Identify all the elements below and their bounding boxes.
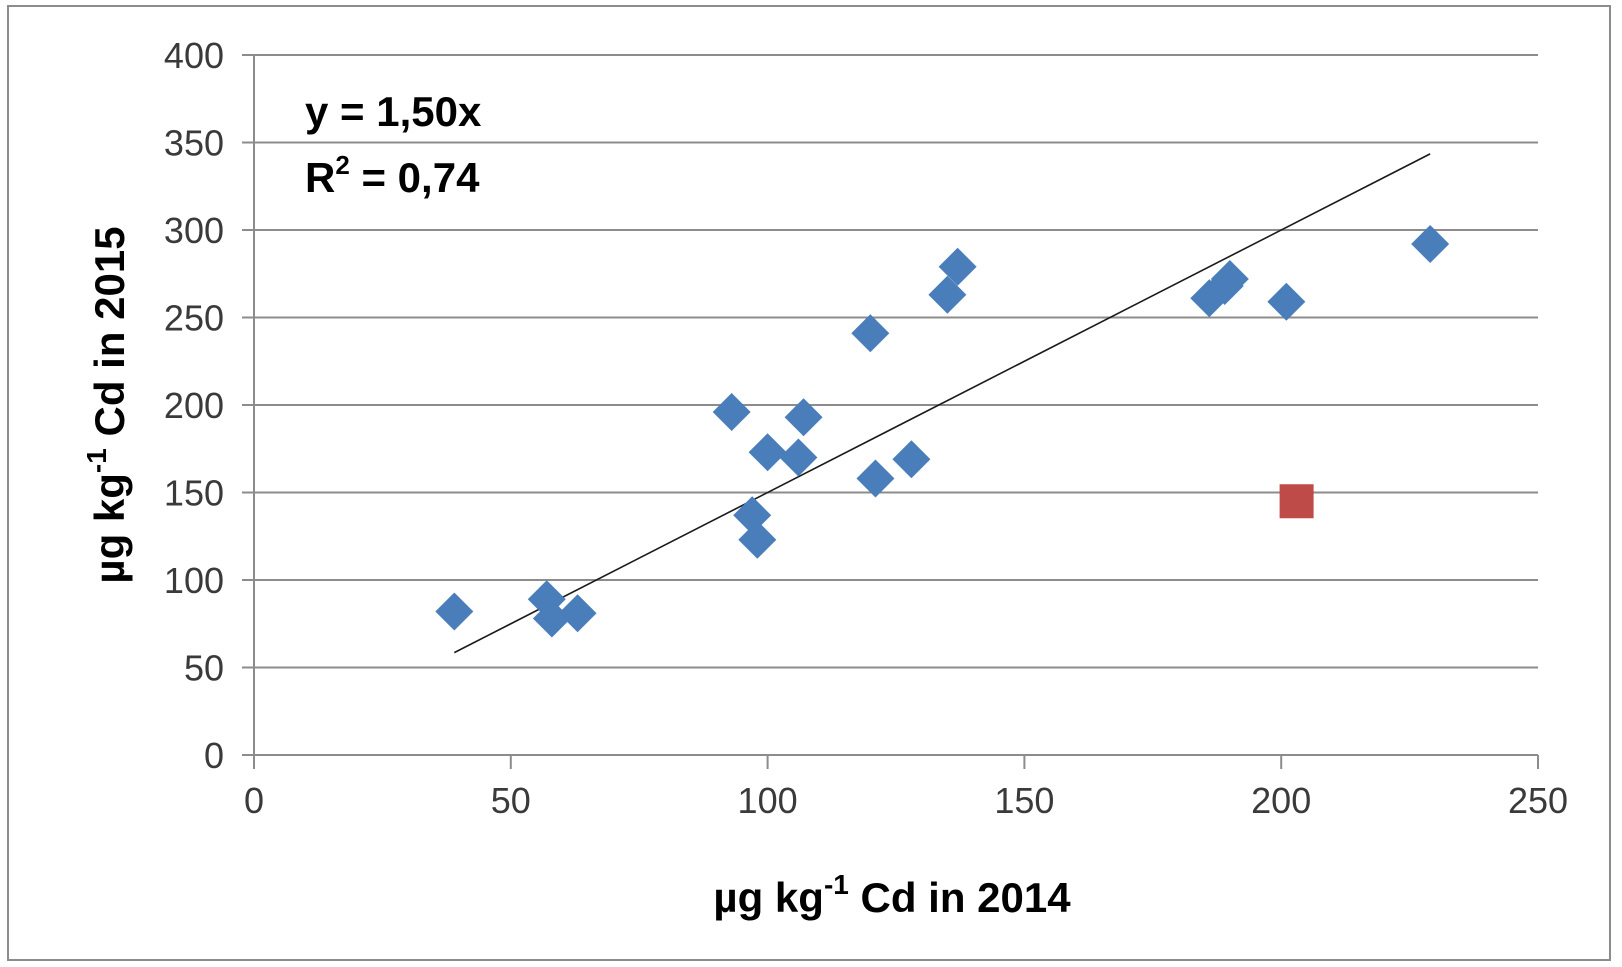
- data-point-diamond: [928, 275, 967, 314]
- y-tick-label-8: 400: [164, 35, 224, 76]
- data-point-diamond: [558, 594, 597, 633]
- trendline: [453, 153, 1431, 654]
- data-point-diamond: [738, 520, 777, 559]
- y-tick-label-2: 100: [164, 560, 224, 601]
- data-point-diamond: [1210, 260, 1249, 298]
- x-tick-label-1: 50: [491, 780, 531, 821]
- x-tick-label-4: 200: [1251, 780, 1311, 821]
- y-tick-label-7: 350: [164, 123, 224, 164]
- data-point-diamond: [851, 314, 890, 353]
- x-axis-title: µg kg-1 Cd in 2014: [713, 869, 1071, 921]
- x-tick-label-0: 0: [244, 780, 264, 821]
- x-tick-labels: 0 50 100 150 200 250: [244, 780, 1568, 821]
- data-point-diamond: [779, 438, 818, 477]
- y-tick-label-4: 200: [164, 385, 224, 426]
- r-squared-label: R2 = 0,74: [305, 150, 480, 201]
- gridlines: [254, 54, 1538, 669]
- data-point-diamond: [856, 459, 895, 498]
- data-point-diamond: [892, 440, 931, 479]
- x-tick-label-5: 250: [1508, 780, 1568, 821]
- y-tick-label-3: 150: [164, 473, 224, 514]
- chart-frame: [7, 5, 1611, 961]
- x-tick-label-3: 150: [994, 780, 1054, 821]
- y-tick-label-6: 300: [164, 210, 224, 251]
- data-point-diamond: [435, 592, 474, 631]
- data-point-diamond: [784, 398, 823, 437]
- data-point-diamond: [532, 599, 571, 638]
- data-point-diamond: [938, 247, 977, 286]
- y-axis-title: µg kg-1 Cd in 2015: [81, 226, 133, 583]
- y-tick-labels: 0 50 100 150 200 250 300 350 400: [164, 35, 224, 776]
- y-tick-label-5: 250: [164, 298, 224, 339]
- y-tick-label-1: 50: [184, 648, 224, 689]
- data-point-diamond: [712, 393, 751, 431]
- data-point-diamond: [1411, 225, 1450, 263]
- data-point-diamond: [748, 433, 787, 472]
- trendline-path: [453, 153, 1431, 654]
- data-point-square: [1279, 484, 1314, 519]
- x-tick-label-2: 100: [738, 780, 798, 821]
- axes: [242, 54, 1539, 769]
- y-tick-label-0: 0: [204, 735, 224, 776]
- data-point-diamond: [733, 496, 772, 535]
- data-points: [435, 225, 1450, 638]
- equation-label: y = 1,50x: [305, 88, 482, 135]
- data-point-diamond: [1267, 282, 1306, 321]
